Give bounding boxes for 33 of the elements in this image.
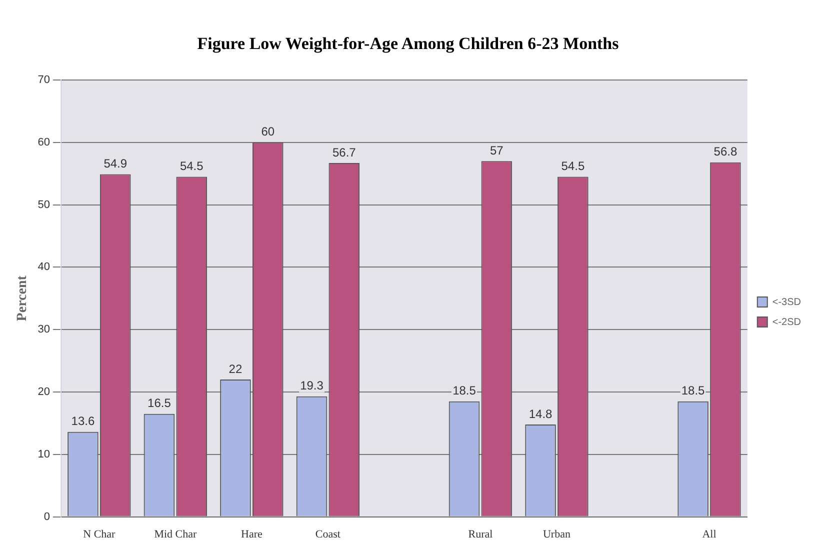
data-label: 56.8 — [714, 144, 738, 159]
x-tick-label: Coast — [315, 528, 340, 540]
legend-label: <-2SD — [772, 316, 801, 328]
y-tick-label: 20 — [38, 386, 50, 398]
data-label: 18.5 — [681, 384, 706, 398]
data-label: 19.3 — [300, 378, 324, 393]
y-tick-label: 10 — [38, 448, 50, 460]
x-tick-label: N Char — [83, 528, 116, 540]
y-axis-title: Percent — [15, 275, 30, 322]
y-tick-label: 70 — [38, 74, 50, 86]
y-tick-label: 50 — [38, 198, 50, 211]
x-tick-label: Urban — [542, 528, 571, 540]
data-label: 60 — [261, 124, 275, 139]
data-label: 22 — [228, 362, 242, 376]
data-label: 16.5 — [148, 396, 172, 410]
y-tick-label: 30 — [38, 324, 50, 336]
data-label: 13.6 — [71, 414, 95, 428]
y-tick-label: 0 — [44, 510, 50, 523]
x-tick-label: Hare — [241, 528, 262, 540]
data-label: 54.9 — [104, 156, 128, 171]
legend-label: <-3SD — [772, 296, 801, 308]
data-label: 57 — [490, 143, 504, 158]
data-label: 18.5 — [452, 384, 476, 398]
chart-title: Figure Low Weight-for-Age Among Children 6-23 Months — [196, 34, 620, 54]
data-label: 54.5 — [561, 159, 585, 174]
data-label: 14.8 — [528, 406, 553, 421]
y-tick-label: 60 — [38, 136, 50, 148]
x-tick-label: Rural — [468, 528, 493, 540]
data-label: 54.5 — [180, 159, 204, 174]
x-tick-label: Mid Char — [154, 528, 197, 540]
y-tick-label: 40 — [38, 261, 50, 274]
data-label: 56.7 — [332, 145, 356, 160]
x-tick-label: All — [702, 528, 716, 540]
